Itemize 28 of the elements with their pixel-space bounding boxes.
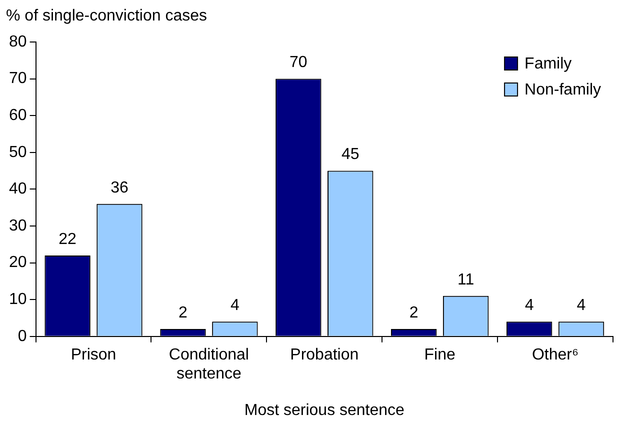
x-tick-label: Probation xyxy=(290,346,359,364)
data-label: 4 xyxy=(524,297,534,314)
data-label: 2 xyxy=(178,304,188,322)
x-tick-label: Conditional sentence xyxy=(168,346,249,383)
legend-label: Non-family xyxy=(524,81,602,98)
x-tick-label: Fine xyxy=(424,346,456,364)
y-axis-title: % of single-conviction cases xyxy=(6,7,207,24)
x-tick-label: Prison xyxy=(70,346,116,364)
data-label: 4 xyxy=(230,297,240,314)
data-label: 36 xyxy=(110,179,128,196)
x-axis-title: Most serious sentence xyxy=(244,402,405,419)
legend-label: Family xyxy=(524,55,572,72)
data-label: 2 xyxy=(409,304,418,322)
data-label: 45 xyxy=(341,146,360,164)
y-tick-label: 20 xyxy=(9,254,27,272)
data-label: 4 xyxy=(576,297,586,314)
y-tick-label: 70 xyxy=(9,70,27,88)
y-tick-label: 10 xyxy=(9,291,27,308)
data-label: 11 xyxy=(458,271,474,288)
data-label: 70 xyxy=(290,54,308,72)
data-label: 22 xyxy=(58,230,77,248)
y-tick-label: 50 xyxy=(9,144,27,161)
y-tick-label: 0 xyxy=(18,328,27,345)
y-tick-label: 30 xyxy=(9,217,27,234)
y-tick-label: 80 xyxy=(9,33,27,50)
y-tick-label: 40 xyxy=(9,180,27,198)
x-tick-label: Other⁶ xyxy=(532,346,579,364)
y-tick-label: 60 xyxy=(9,107,27,124)
